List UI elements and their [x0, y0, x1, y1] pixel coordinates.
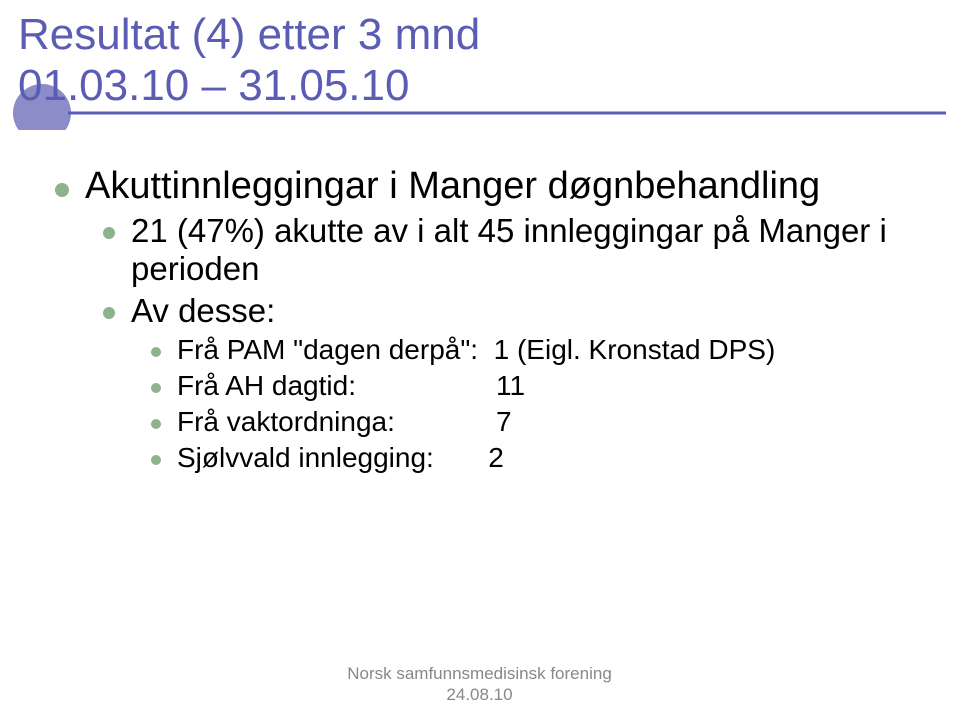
bullet-dot-icon [151, 347, 161, 357]
bullet-level3: Frå AH dagtid: 11 [151, 370, 919, 402]
bullet-text: Frå AH dagtid: 11 [177, 370, 525, 402]
slide-content: Akuttinnleggingar i Manger døgnbehandlin… [55, 165, 919, 478]
slide-title: Resultat (4) etter 3 mnd 01.03.10 – 31.0… [18, 10, 480, 111]
bullet-level2: Av desse: [103, 292, 919, 330]
bullet-level3: Frå vaktordninga: 7 [151, 406, 919, 438]
title-line-1: Resultat (4) etter 3 mnd [18, 10, 480, 61]
footer-line-1: Norsk samfunnsmedisinsk forening [0, 664, 959, 684]
bullet-text: Sjølvvald innlegging: 2 [177, 442, 504, 474]
bullet-level3: Frå PAM "dagen derpå": 1 (Eigl. Kronstad… [151, 334, 919, 366]
bullet-text: Frå PAM "dagen derpå": 1 (Eigl. Kronstad… [177, 334, 775, 366]
footer-line-2: 24.08.10 [0, 685, 959, 705]
bullet-text: Av desse: [131, 292, 275, 330]
bullet-dot-icon [55, 183, 69, 197]
slide-footer: Norsk samfunnsmedisinsk forening 24.08.1… [0, 664, 959, 705]
bullet-dot-icon [103, 227, 115, 239]
bullet-level1: Akuttinnleggingar i Manger døgnbehandlin… [55, 165, 919, 208]
bullet-text: Frå vaktordninga: 7 [177, 406, 512, 438]
bullet-level3: Sjølvvald innlegging: 2 [151, 442, 919, 474]
bullet-level2: 21 (47%) akutte av i alt 45 innleggingar… [103, 212, 919, 288]
bullet-dot-icon [151, 455, 161, 465]
bullet-text: 21 (47%) akutte av i alt 45 innleggingar… [131, 212, 919, 288]
bullet-text: Akuttinnleggingar i Manger døgnbehandlin… [85, 165, 820, 208]
bullet-dot-icon [103, 307, 115, 319]
bullet-dot-icon [151, 383, 161, 393]
title-line-2: 01.03.10 – 31.05.10 [18, 61, 480, 112]
bullet-dot-icon [151, 419, 161, 429]
slide: Resultat (4) etter 3 mnd 01.03.10 – 31.0… [0, 0, 959, 713]
